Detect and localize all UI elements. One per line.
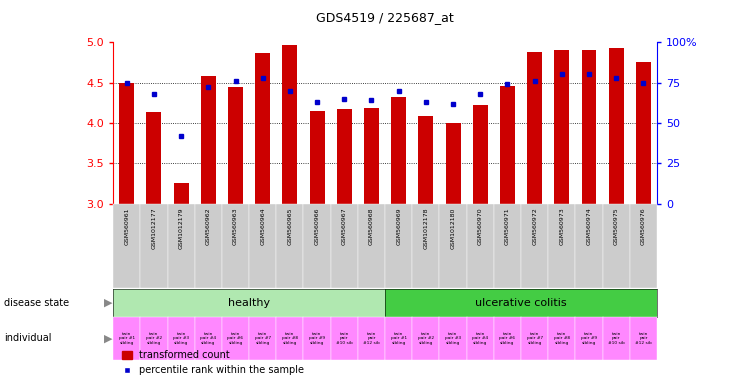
Bar: [554, 50, 569, 204]
Text: GSM560962: GSM560962: [206, 208, 211, 245]
Bar: [310, 111, 325, 204]
Bar: [418, 116, 434, 204]
Text: twin
pair #6
sibling: twin pair #6 sibling: [499, 332, 515, 345]
Text: GSM560976: GSM560976: [641, 208, 646, 245]
Text: GSM560972: GSM560972: [532, 208, 537, 245]
Text: GSM1012179: GSM1012179: [179, 208, 184, 249]
Text: twin
pair #2
sibling: twin pair #2 sibling: [418, 332, 434, 345]
Text: ▶: ▶: [104, 333, 112, 343]
Text: GSM560967: GSM560967: [342, 208, 347, 245]
Text: twin
pair
#12 sib: twin pair #12 sib: [363, 332, 380, 345]
Text: twin
pair #1
sibling: twin pair #1 sibling: [391, 332, 407, 345]
Text: GSM560969: GSM560969: [396, 208, 402, 245]
Text: twin
pair #8
sibling: twin pair #8 sibling: [554, 332, 570, 345]
Text: twin
pair #7
sibling: twin pair #7 sibling: [255, 332, 271, 345]
Bar: [473, 105, 488, 204]
Bar: [255, 53, 270, 204]
Text: GSM1012177: GSM1012177: [151, 208, 156, 249]
Text: twin
pair #4
sibling: twin pair #4 sibling: [472, 332, 488, 345]
Bar: [445, 123, 461, 204]
Bar: [337, 109, 352, 204]
Bar: [283, 45, 297, 204]
Text: GSM560966: GSM560966: [315, 208, 320, 245]
Text: GSM560968: GSM560968: [369, 208, 374, 245]
Bar: [147, 113, 161, 204]
Bar: [228, 87, 243, 204]
Text: GSM1012180: GSM1012180: [450, 208, 456, 249]
Text: twin
pair #8
sibling: twin pair #8 sibling: [282, 332, 298, 345]
Text: GSM560971: GSM560971: [505, 208, 510, 245]
Text: ▶: ▶: [104, 298, 112, 308]
Text: twin
pair
#12 sib: twin pair #12 sib: [635, 332, 652, 345]
Text: twin
pair #4
sibling: twin pair #4 sibling: [200, 332, 216, 345]
Legend: transformed count, percentile rank within the sample: transformed count, percentile rank withi…: [118, 346, 308, 379]
Bar: [174, 182, 188, 204]
Text: twin
pair #1
sibling: twin pair #1 sibling: [119, 332, 135, 345]
Text: twin
pair #9
sibling: twin pair #9 sibling: [309, 332, 325, 345]
Bar: [364, 108, 379, 204]
Text: GDS4519 / 225687_at: GDS4519 / 225687_at: [316, 12, 454, 25]
Bar: [582, 50, 596, 204]
Text: GSM560965: GSM560965: [288, 208, 293, 245]
Bar: [609, 48, 623, 204]
Text: twin
pair
#10 sib: twin pair #10 sib: [336, 332, 353, 345]
Text: GSM560961: GSM560961: [124, 208, 129, 245]
Bar: [636, 61, 651, 204]
Text: twin
pair #6
sibling: twin pair #6 sibling: [228, 332, 244, 345]
Text: twin
pair #3
sibling: twin pair #3 sibling: [173, 332, 189, 345]
Text: twin
pair #9
sibling: twin pair #9 sibling: [581, 332, 597, 345]
Bar: [119, 83, 134, 204]
Text: disease state: disease state: [4, 298, 69, 308]
Text: twin
pair #3
sibling: twin pair #3 sibling: [445, 332, 461, 345]
Bar: [201, 76, 216, 204]
Text: GSM560970: GSM560970: [477, 208, 483, 245]
Text: ulcerative colitis: ulcerative colitis: [475, 298, 567, 308]
Text: GSM560963: GSM560963: [233, 208, 238, 245]
Text: GSM1012178: GSM1012178: [423, 208, 429, 249]
Text: twin
pair #7
sibling: twin pair #7 sibling: [526, 332, 542, 345]
Text: healthy: healthy: [228, 298, 270, 308]
Bar: [391, 97, 406, 204]
Text: GSM560973: GSM560973: [559, 208, 564, 245]
Text: GSM560964: GSM560964: [260, 208, 265, 245]
Text: individual: individual: [4, 333, 51, 343]
Text: twin
pair
#10 sib: twin pair #10 sib: [608, 332, 625, 345]
Bar: [500, 86, 515, 204]
Bar: [527, 52, 542, 204]
Text: twin
pair #2
sibling: twin pair #2 sibling: [146, 332, 162, 345]
Text: GSM560974: GSM560974: [586, 208, 591, 245]
Text: GSM560975: GSM560975: [614, 208, 619, 245]
